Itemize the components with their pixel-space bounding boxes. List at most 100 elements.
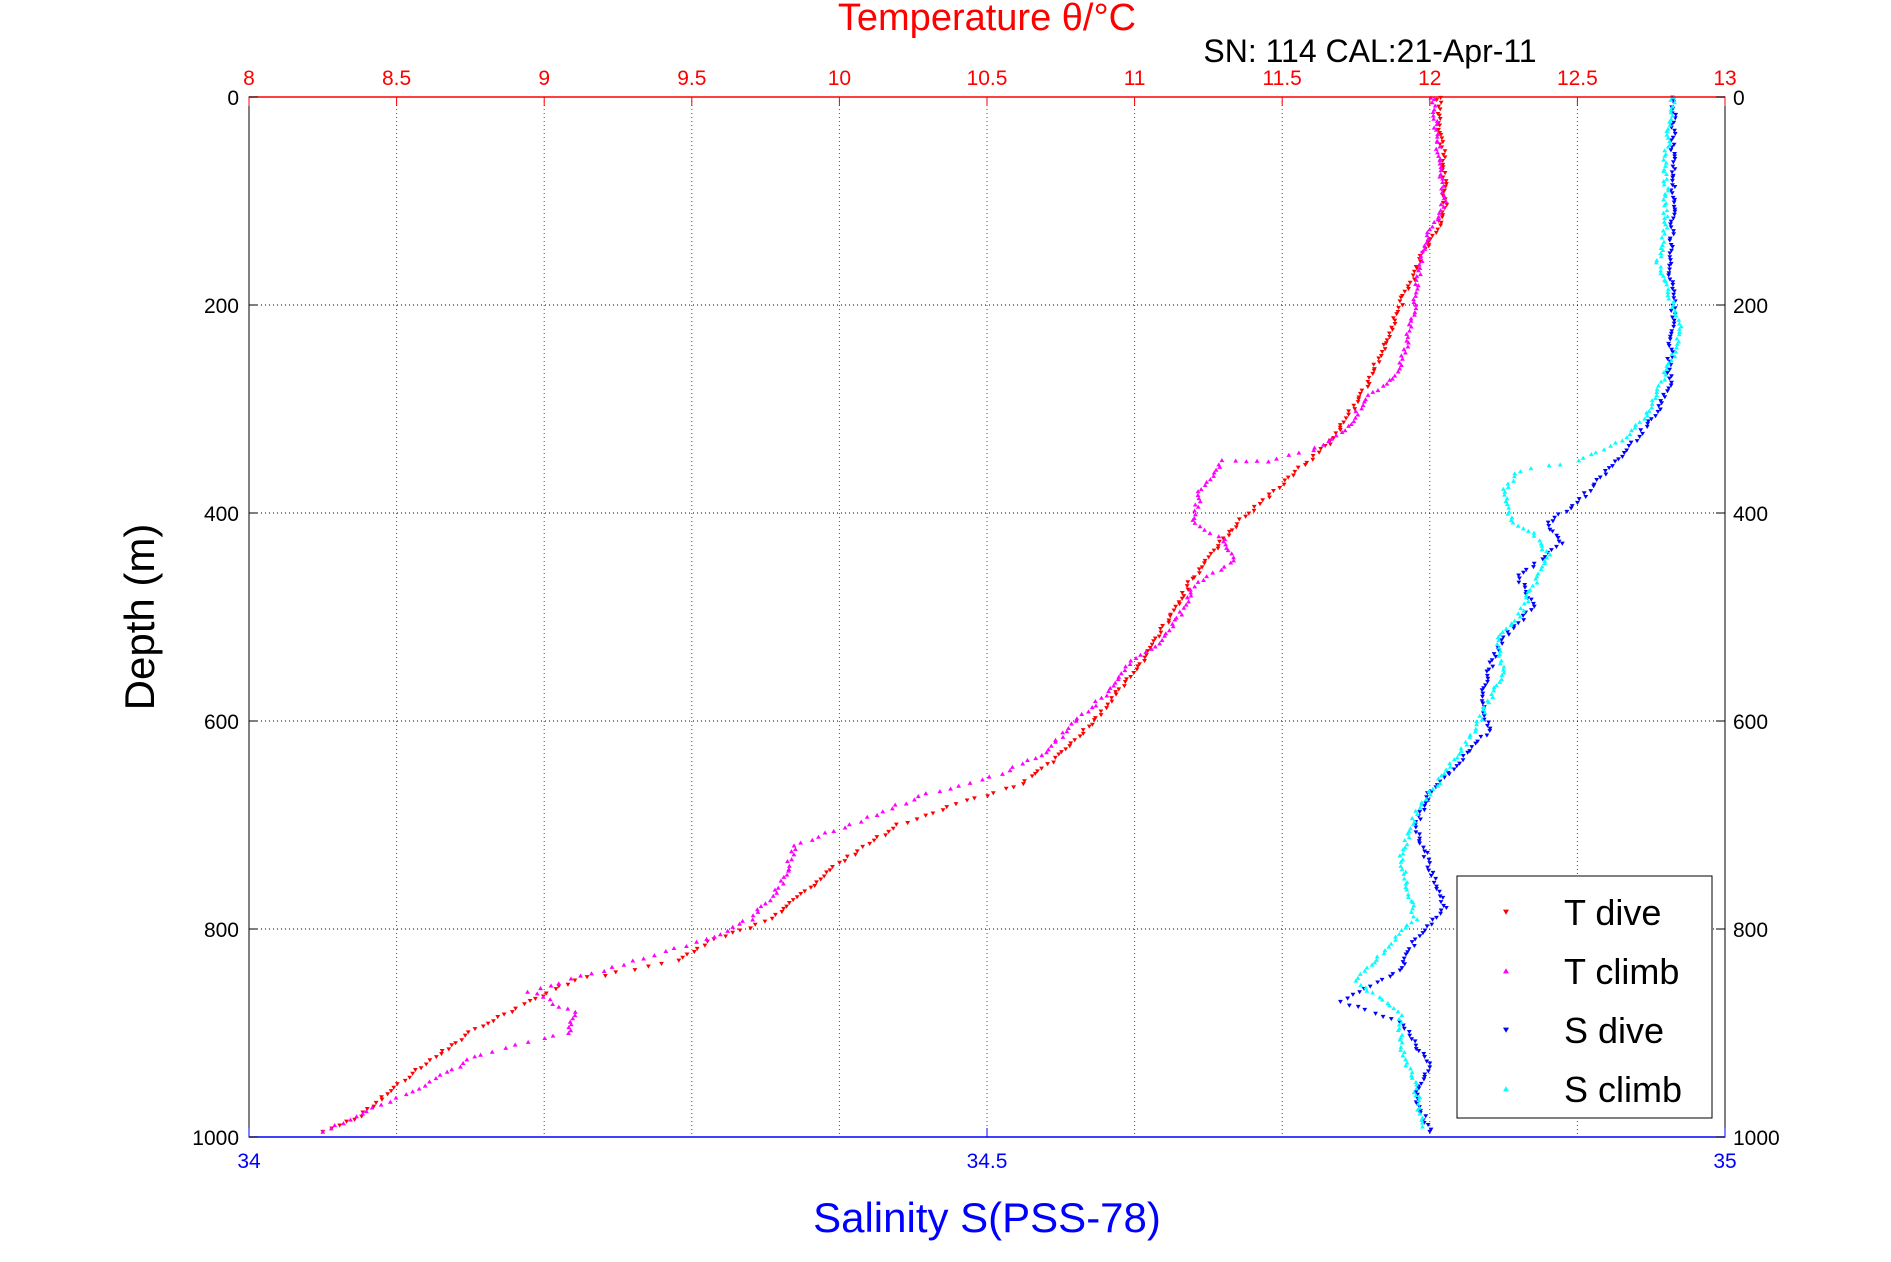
data-point (1413, 825, 1419, 830)
data-point (1624, 448, 1630, 453)
data-point (1525, 588, 1531, 593)
data-point (1509, 515, 1515, 520)
data-point (1669, 380, 1674, 385)
data-point (821, 874, 827, 879)
data-point (1409, 1037, 1415, 1042)
data-point (1292, 469, 1298, 474)
data-point (1343, 416, 1349, 421)
data-point (1422, 1054, 1428, 1060)
temperature-tick-label: 8 (243, 67, 255, 90)
data-point (1540, 557, 1546, 562)
data-point (1310, 454, 1316, 459)
data-point (1408, 318, 1414, 323)
data-series (320, 95, 1684, 1134)
data-point (1400, 356, 1405, 361)
data-point (1415, 283, 1421, 288)
data-point (1067, 744, 1073, 749)
data-point (1400, 960, 1406, 965)
data-point (1366, 375, 1372, 380)
data-point (1202, 558, 1208, 563)
data-point (1433, 876, 1439, 881)
data-point (802, 889, 808, 894)
data-point (1304, 460, 1310, 465)
data-point (1408, 909, 1414, 914)
data-point (1484, 673, 1490, 678)
data-point (890, 826, 896, 831)
legend-label: S climb (1564, 1069, 1682, 1110)
data-point (472, 1054, 478, 1059)
data-point (1512, 474, 1517, 479)
data-point (1364, 988, 1370, 993)
data-point (1664, 363, 1670, 368)
data-point (737, 921, 742, 926)
data-point (1403, 869, 1409, 874)
data-point (1423, 801, 1429, 806)
data-point (1542, 558, 1548, 563)
data-point (1658, 250, 1664, 255)
salinity-tick-label: 34 (237, 1150, 261, 1173)
data-point (864, 814, 870, 819)
data-point (1426, 857, 1432, 862)
data-point (1211, 548, 1217, 553)
data-point (1665, 135, 1671, 140)
data-point (1420, 1120, 1425, 1125)
data-point (940, 808, 946, 813)
data-point (1121, 684, 1127, 689)
data-point (465, 1030, 471, 1035)
depth-tick-label-left: 600 (204, 711, 239, 734)
data-point (1497, 632, 1503, 637)
data-point (964, 798, 970, 803)
data-point (1204, 574, 1210, 579)
data-point (1390, 972, 1396, 977)
data-point (1367, 984, 1373, 989)
data-point (379, 1095, 384, 1100)
data-point (1166, 618, 1172, 623)
data-point (1217, 464, 1223, 469)
data-point (1406, 322, 1412, 327)
data-point (1351, 419, 1357, 424)
data-point (1413, 1043, 1419, 1048)
data-point (1433, 146, 1439, 151)
data-point (914, 817, 920, 822)
data-point (1649, 405, 1655, 410)
data-point (854, 849, 860, 854)
data-point (1401, 876, 1407, 881)
data-point (1402, 289, 1408, 294)
data-point (912, 797, 917, 802)
data-point (378, 1102, 384, 1107)
data-point (1428, 1127, 1434, 1132)
data-point (818, 877, 824, 882)
data-point (1480, 701, 1486, 706)
data-point (568, 976, 574, 981)
data-point (1502, 489, 1508, 494)
data-point (472, 1027, 478, 1032)
data-point (748, 926, 754, 931)
data-point (1144, 653, 1149, 658)
data-point (1619, 438, 1625, 443)
data-point (1424, 230, 1430, 235)
data-point (944, 805, 950, 810)
data-point (1669, 358, 1674, 363)
data-point (1430, 233, 1435, 238)
data-point (1333, 433, 1339, 438)
data-point (1157, 641, 1163, 646)
data-point (1416, 1049, 1422, 1054)
data-point (1512, 471, 1518, 476)
data-point (1451, 757, 1457, 762)
data-point (1443, 905, 1449, 911)
data-point (1418, 1108, 1423, 1113)
data-point (1480, 691, 1486, 696)
data-point (1427, 1065, 1433, 1070)
data-point (1355, 975, 1361, 980)
data-point (1397, 1020, 1402, 1025)
data-point (1444, 182, 1449, 187)
data-point (1554, 544, 1559, 549)
data-point (1435, 217, 1441, 222)
data-point (1412, 944, 1417, 949)
data-point (1217, 539, 1222, 544)
data-point (1473, 726, 1479, 731)
data-point (1676, 317, 1682, 322)
data-point (543, 991, 549, 996)
data-point (1434, 118, 1440, 123)
data-point (1421, 807, 1427, 813)
